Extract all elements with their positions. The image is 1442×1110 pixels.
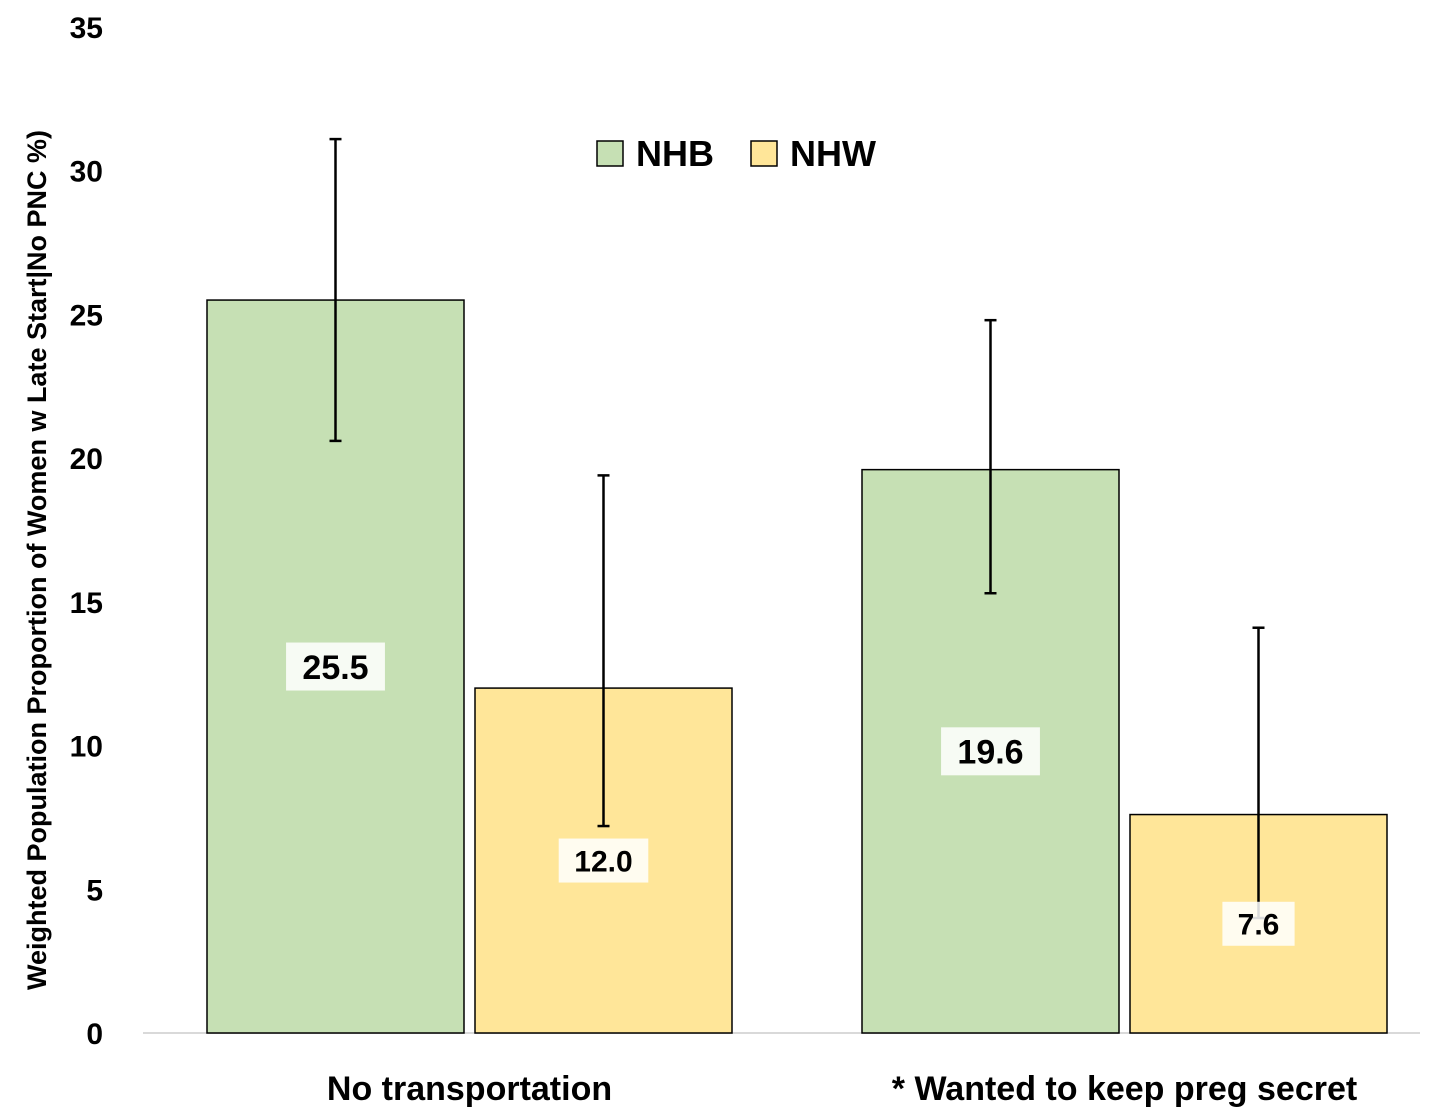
y-tick-label: 25 [70, 299, 103, 332]
y-tick-label: 10 [70, 731, 103, 764]
x-tick-labels: No transportation * Wanted to keep preg s… [327, 1070, 1357, 1108]
data-label-background [286, 642, 385, 691]
error-bars-group [329, 137, 1265, 920]
data-label-background [558, 838, 649, 883]
y-tick-label: 35 [70, 12, 103, 45]
legend: NHB NHW [596, 133, 876, 174]
y-tick-label: 20 [70, 443, 103, 476]
y-axis-title: Weighted Population Proportion of Women … [22, 130, 52, 990]
data-label-nhw: 12.0 [574, 845, 632, 878]
data-label-background [941, 727, 1040, 776]
y-tick-label: 0 [86, 1018, 103, 1051]
y-tick-labels: 0 5 10 15 20 25 30 35 [70, 12, 103, 1051]
data-label-nhw: 7.6 [1238, 909, 1280, 942]
data-labels-group: 25.5 12.0 19.6 7.6 [286, 642, 1295, 946]
legend-label-nhb: NHB [636, 133, 714, 174]
legend-swatch-nhw [750, 140, 778, 167]
y-tick-label: 15 [70, 587, 103, 620]
y-tick-label: 5 [86, 874, 103, 907]
legend-swatch-nhb [596, 140, 624, 167]
x-tick-label: No transportation [327, 1070, 612, 1108]
x-tick-label: * Wanted to keep preg secret [892, 1070, 1357, 1108]
y-tick-label: 30 [70, 156, 103, 189]
data-label-background [1222, 901, 1295, 946]
legend-label-nhw: NHW [790, 133, 876, 174]
data-label-nhb: 25.5 [302, 649, 368, 687]
y-axis: Weighted Population Proportion of Women … [22, 12, 103, 1051]
data-label-nhb: 19.6 [957, 734, 1023, 772]
